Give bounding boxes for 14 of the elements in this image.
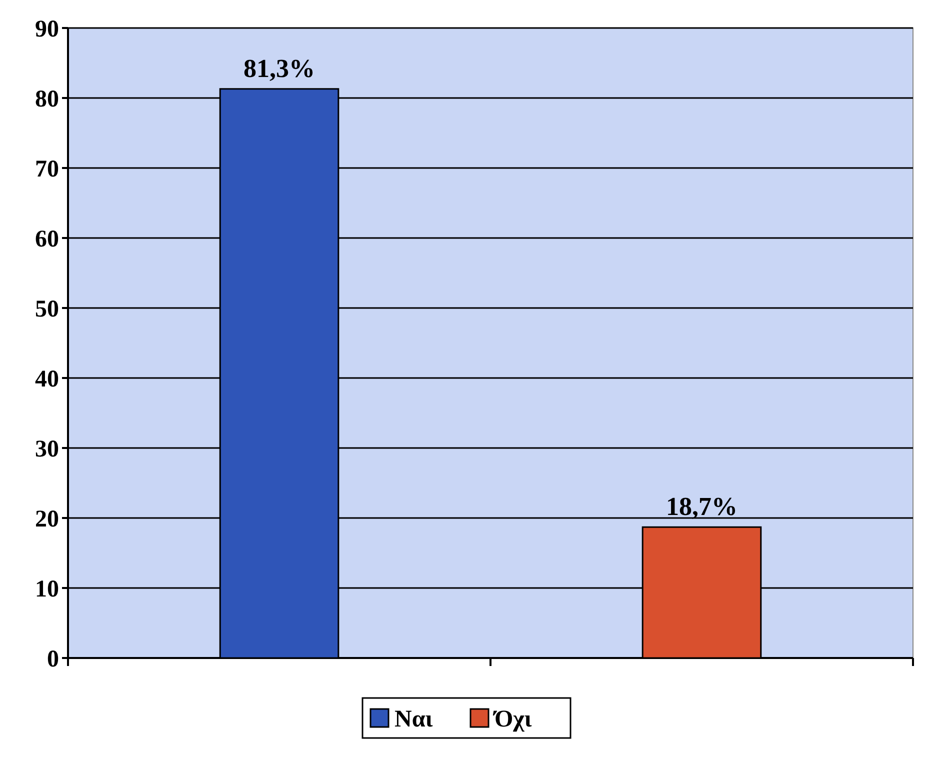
y-tick-label: 20: [35, 506, 59, 532]
y-tick-label: 40: [35, 366, 59, 392]
y-tick-label: 10: [35, 576, 59, 602]
data-label: 18,7%: [666, 492, 738, 522]
data-label: 81,3%: [244, 54, 315, 83]
y-tick-label: 60: [35, 226, 59, 252]
y-tick-label: 30: [35, 436, 59, 462]
y-tick-label: 80: [35, 86, 59, 112]
legend-label: Όχι: [492, 706, 532, 732]
y-tick-label: 70: [35, 156, 59, 182]
y-tick-label: 90: [35, 16, 59, 42]
y-tick-label: 50: [35, 296, 59, 322]
legend-label: Ναι: [394, 706, 434, 732]
y-tick-label: 0: [47, 646, 59, 672]
